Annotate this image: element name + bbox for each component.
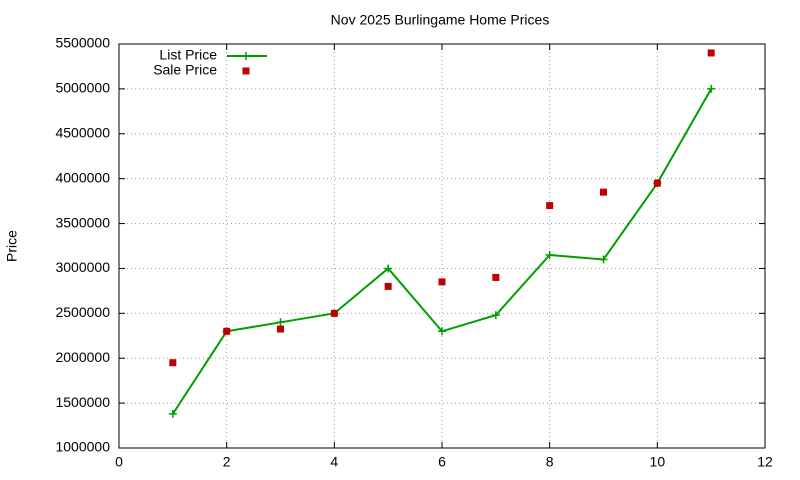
data-point (277, 325, 284, 333)
data-point (653, 179, 661, 187)
x-tick-label: 10 (650, 454, 666, 470)
legend-marker (242, 67, 250, 75)
x-tick-label: 0 (115, 454, 123, 470)
plot-border (118, 43, 766, 449)
y-tick-label: 4000000 (55, 169, 110, 185)
data-point (168, 409, 177, 418)
legend-label: List Price (159, 47, 217, 63)
legend-marker (242, 52, 250, 60)
y-tick-label: 4500000 (55, 124, 110, 140)
y-tick-label: 2000000 (55, 349, 110, 365)
y-tick-label: 3000000 (55, 259, 110, 275)
data-point (169, 359, 177, 367)
data-point (330, 309, 338, 317)
data-point (491, 311, 500, 320)
data-point (438, 278, 446, 286)
y-axis-label: Price (4, 230, 20, 262)
data-point (600, 188, 607, 196)
data-point (546, 202, 554, 210)
data-point (707, 49, 715, 57)
x-tick-label: 4 (330, 454, 338, 470)
legend-label: Sale Price (153, 62, 217, 78)
y-tick-label: 2500000 (55, 304, 110, 320)
data-point (492, 273, 500, 281)
y-tick-label: 5000000 (55, 80, 110, 96)
x-tick-label: 2 (223, 454, 231, 470)
chart-title: Nov 2025 Burlingame Home Prices (331, 12, 550, 28)
data-point (438, 327, 446, 336)
y-tick-label: 5500000 (55, 35, 110, 51)
data-point (599, 255, 608, 264)
y-tick-label: 1000000 (55, 439, 110, 455)
data-point (384, 282, 392, 290)
x-tick-label: 6 (438, 454, 446, 470)
data-point (707, 84, 716, 93)
data-point (223, 327, 231, 335)
y-tick-label: 1500000 (55, 394, 110, 410)
x-tick-label: 12 (757, 454, 773, 470)
y-tick-label: 3500000 (55, 214, 110, 230)
data-point (276, 318, 285, 327)
data-point (545, 250, 554, 259)
data-point (384, 264, 393, 273)
x-tick-label: 8 (546, 454, 554, 470)
series-line (171, 88, 713, 415)
